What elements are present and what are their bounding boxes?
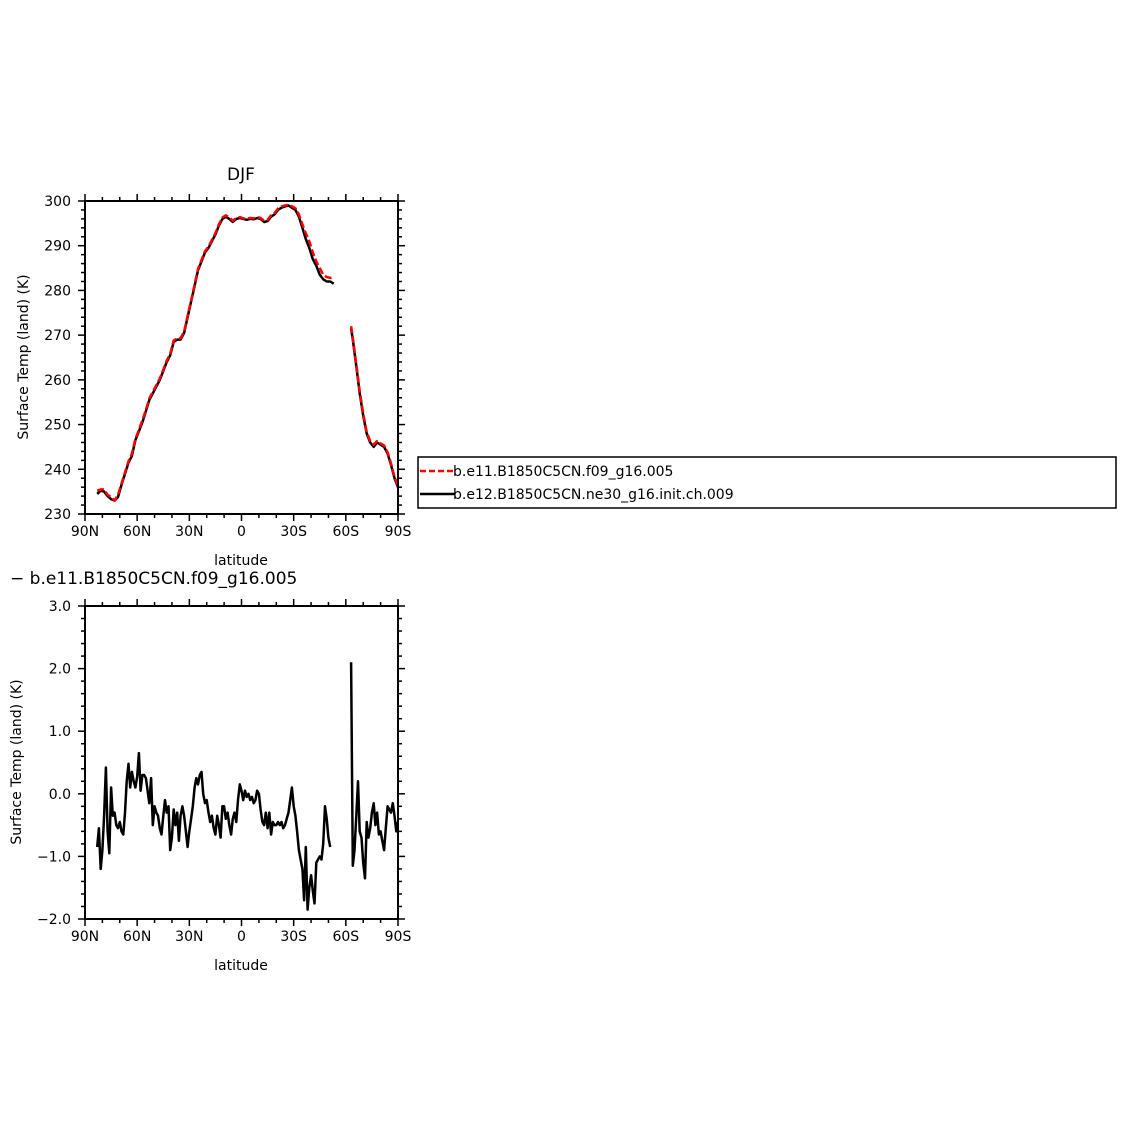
top-x-tick-label-3: 0 — [237, 524, 246, 540]
top-series-0-segment-0 — [96, 204, 335, 502]
bottom-series-0-segment-0 — [95, 751, 332, 911]
bottom-x-tick-label-5: 60S — [332, 929, 359, 945]
bottom-x-tick-label-0: 90N — [71, 929, 99, 945]
top-x-tick-label-5: 60S — [332, 524, 359, 540]
bottom-x-axis-label: latitude — [214, 958, 268, 974]
bottom-x-tick-label-1: 60N — [123, 929, 151, 945]
bottom-y-axis-label: Surface Temp (land) (K) — [9, 679, 25, 844]
top-panel: DJF 90N 60N 30N 0 30S 60S 90S 300 290 280 270 260 25… — [16, 165, 411, 569]
bottom-x-tick-label-4: 30S — [280, 929, 307, 945]
bottom-y-tick-label-0: 3.0 — [49, 599, 71, 615]
top-y-tick-label-5: 250 — [44, 418, 71, 434]
top-y-tick-label-0: 300 — [44, 194, 71, 210]
bottom-series-0-segment-1 — [349, 662, 398, 880]
legend-box — [417, 456, 1117, 509]
top-series-1-segment-0 — [96, 203, 334, 502]
legend-entry-e11: b.e11.B1850C5CN.f09_g16.005 — [453, 464, 673, 480]
legend: b.e11.B1850C5CN.f09_g16.005 b.e12.B1850C… — [417, 456, 1117, 509]
top-x-tick-label-0: 90N — [71, 524, 99, 540]
top-plot-area: 90N 60N 30N 0 30S 60S 90S 300 290 280 270 260 250 240… — [44, 194, 411, 540]
top-y-tick-label-2: 280 — [44, 283, 71, 299]
top-y-tick-label-1: 290 — [44, 239, 71, 255]
top-plot-frame — [84, 200, 399, 515]
top-x-tick-label-6: 90S — [385, 524, 412, 540]
bottom-y-tick-label-5: −2.0 — [37, 912, 71, 928]
top-y-tick-label-6: 240 — [44, 462, 71, 478]
top-series-1-segment-1 — [349, 326, 398, 487]
bottom-y-tick-label-3: 0.0 — [49, 787, 71, 803]
bottom-y-tick-label-4: −1.0 — [37, 849, 71, 865]
top-x-tick-label-1: 60N — [123, 524, 151, 540]
legend-entry-e12: b.e12.B1850C5CN.ne30_g16.init.ch.009 — [453, 487, 734, 503]
bottom-panel: − b.e11.B1850C5CN.f09_g16.005 90N 60N 30N 0… — [9, 569, 411, 974]
bottom-y-tick-label-2: 1.0 — [49, 724, 71, 740]
top-x-tick-label-4: 30S — [280, 524, 307, 540]
bottom-plot-area: 90N 60N 30N 0 30S 60S 90S 3.0 2.0 1.0 0.0 −1.0 −2.0 — [37, 599, 411, 945]
top-y-axis-label: Surface Temp (land) (K) — [16, 274, 32, 439]
bottom-x-tick-label-6: 90S — [385, 929, 412, 945]
bottom-x-tick-label-2: 30N — [175, 929, 203, 945]
top-y-tick-label-4: 260 — [44, 373, 71, 389]
top-x-axis-label: latitude — [214, 553, 268, 569]
bottom-y-tick-label-1: 2.0 — [49, 662, 71, 678]
top-x-tick-label-2: 30N — [175, 524, 203, 540]
top-chart-title: DJF — [227, 165, 255, 185]
bottom-chart-title: − b.e11.B1850C5CN.f09_g16.005 — [10, 569, 297, 589]
bottom-x-tick-label-3: 0 — [237, 929, 246, 945]
top-y-tick-label-3: 270 — [44, 328, 71, 344]
top-y-tick-label-7: 230 — [44, 507, 71, 523]
